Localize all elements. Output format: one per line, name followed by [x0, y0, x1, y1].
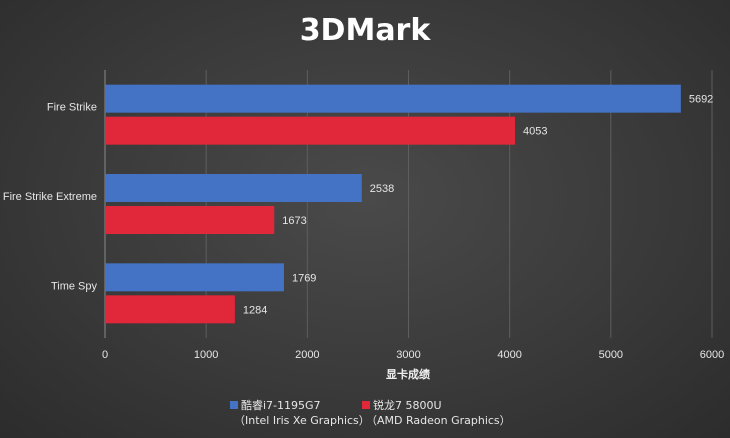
tick-labels: 0 1000 2000 3000 4000 5000 6000 — [102, 349, 724, 361]
legend-swatch — [362, 401, 370, 409]
data-label: 1769 — [292, 272, 316, 284]
tick-label: 6000 — [700, 349, 724, 361]
bar — [105, 263, 284, 292]
data-label: 2538 — [370, 183, 394, 195]
category-label: Time Spy — [51, 280, 98, 292]
legend-entry-subtitle: （Intel Iris Xe Graphics） — [234, 414, 370, 427]
tick-label: 0 — [102, 349, 108, 361]
x-axis-title: 显卡成绩 — [386, 367, 430, 381]
gridlines — [104, 70, 713, 338]
data-label: 4053 — [523, 126, 547, 138]
bars: 5692 4053 2538 1673 1769 1284 — [105, 84, 713, 324]
bar — [105, 174, 362, 202]
bar — [105, 116, 516, 145]
data-label: 1284 — [243, 304, 267, 316]
category-label: Fire Strike — [47, 102, 97, 114]
legend-entry: 酷睿i7-1195G7 — [241, 398, 321, 412]
category-label: Fire Strike Extreme — [3, 191, 97, 203]
legend-entry-subtitle: （AMD Radeon Graphics） — [366, 414, 511, 427]
tick-label: 4000 — [497, 349, 521, 361]
legend-swatch — [230, 401, 238, 409]
legend-entry: 锐龙7 5800U — [373, 398, 442, 412]
tick-label: 5000 — [599, 349, 623, 361]
tick-label: 3000 — [396, 349, 420, 361]
data-label: 5692 — [689, 94, 713, 106]
category-labels: Fire Strike Fire Strike Extreme Time Spy — [3, 102, 98, 293]
legend: 酷睿i7-1195G7 （Intel Iris Xe Graphics）锐龙7 5… — [230, 398, 511, 427]
bar — [105, 206, 275, 234]
tick-label: 1000 — [194, 349, 218, 361]
chart-title: 3DMark — [300, 13, 432, 48]
bar — [105, 84, 681, 113]
data-label: 1673 — [282, 215, 306, 227]
tick-label: 2000 — [295, 349, 319, 361]
bar — [105, 295, 235, 324]
